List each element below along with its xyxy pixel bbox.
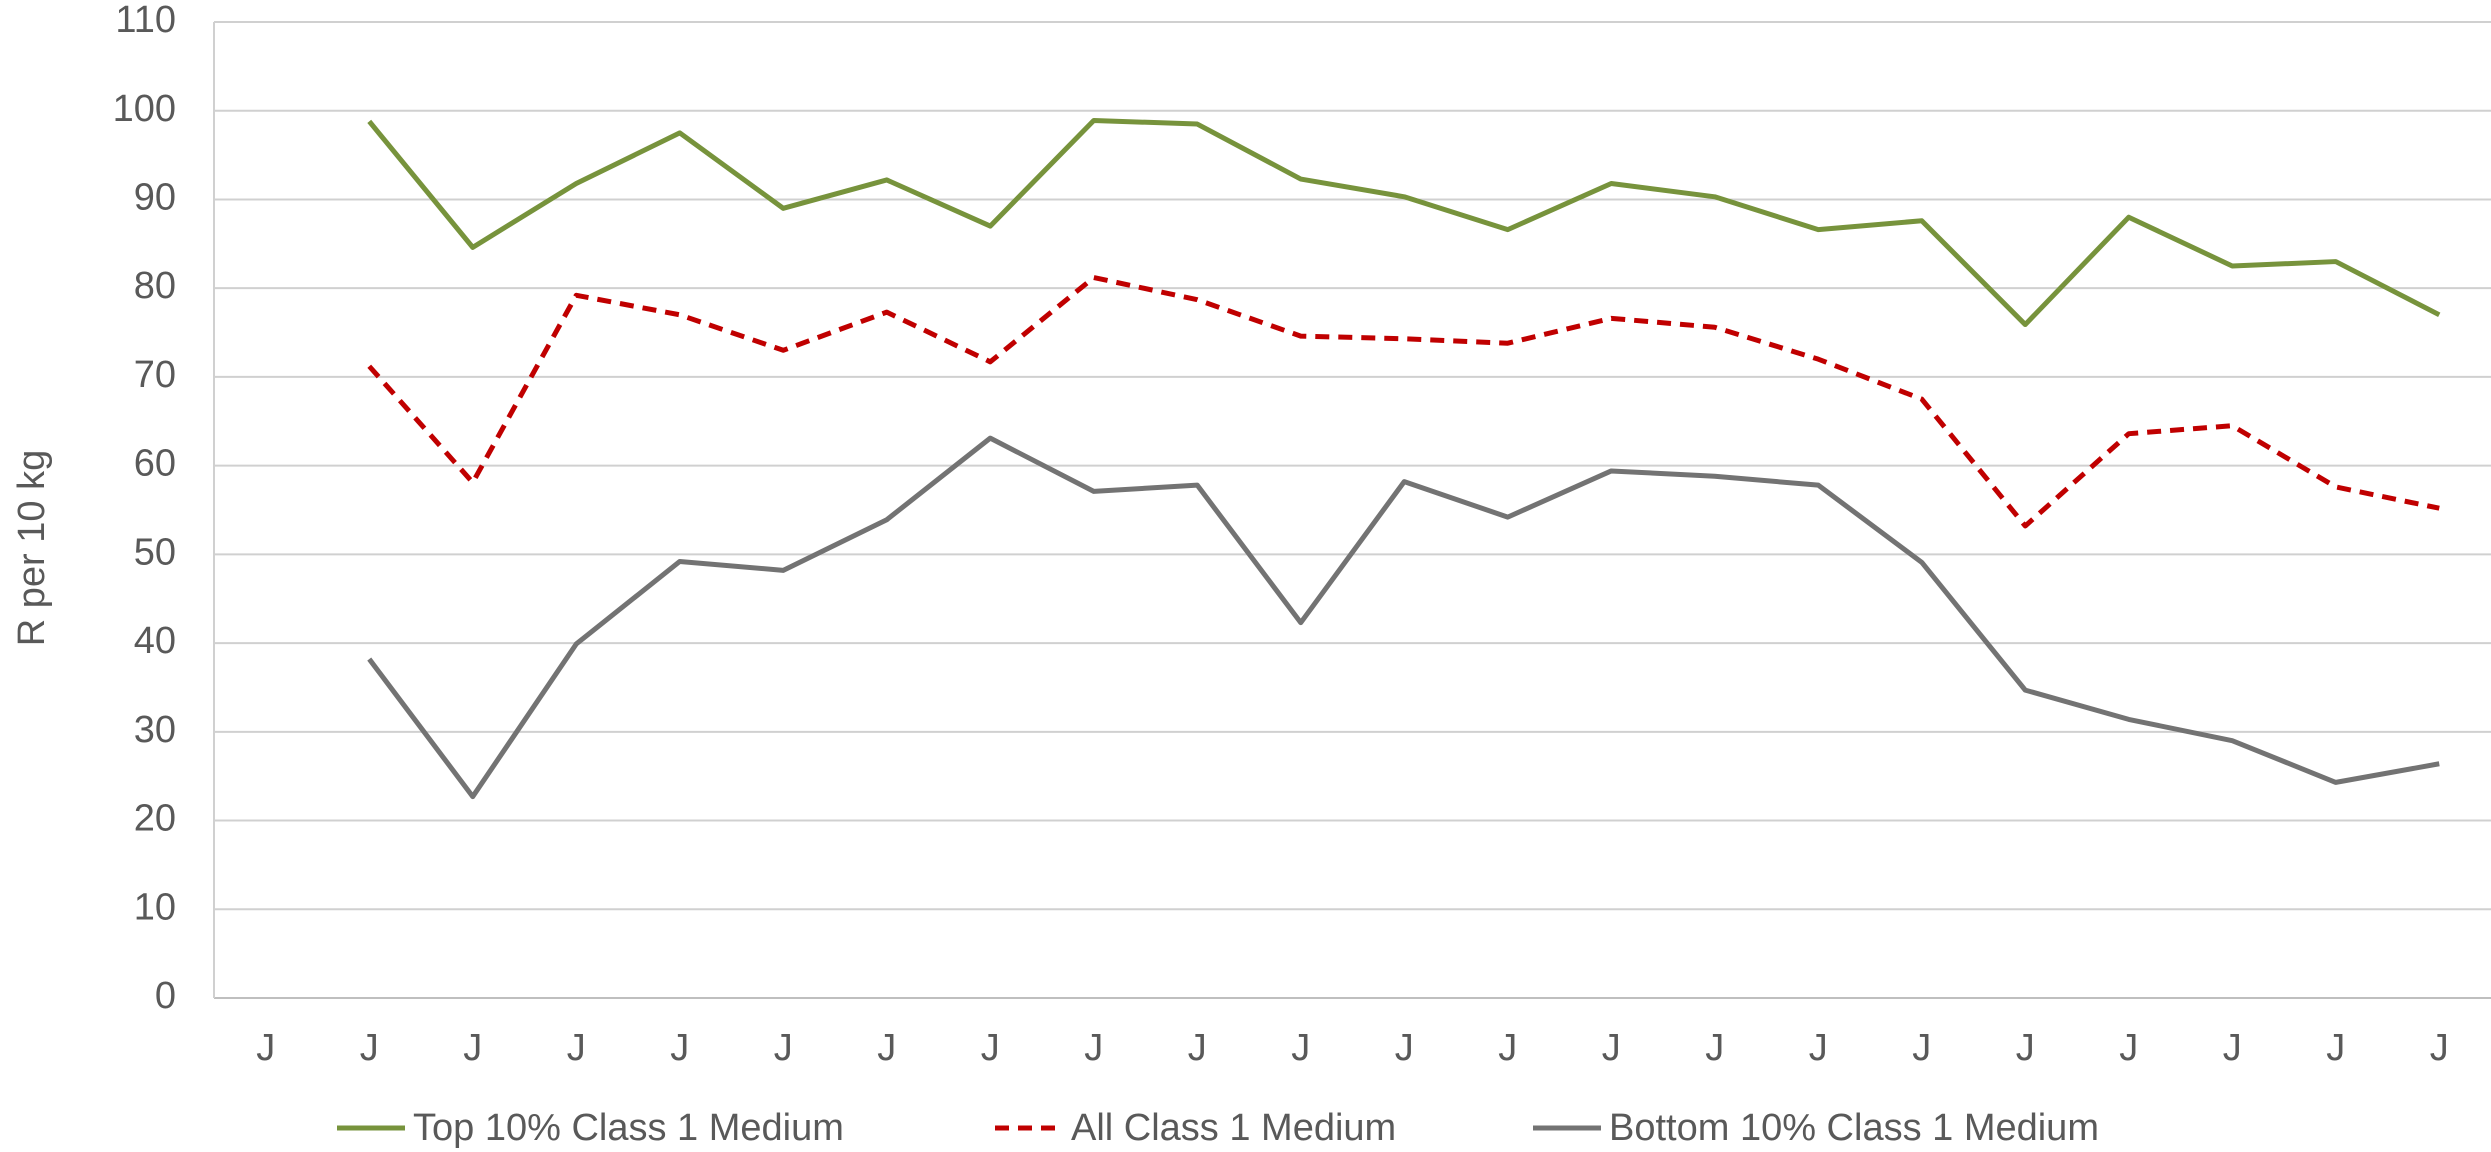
y-tick-label: 90: [134, 176, 176, 218]
y-tick-label: 20: [134, 798, 176, 840]
x-tick-label: J: [2223, 1027, 2242, 1069]
legend-label: Top 10% Class 1 Medium: [413, 1107, 844, 1149]
series-line: [367, 117, 2441, 328]
x-tick-label: J: [567, 1027, 586, 1069]
y-tick-label: 0: [155, 975, 176, 1017]
x-tick-label: J: [2119, 1027, 2138, 1069]
legend-label: Bottom 10% Class 1 Medium: [1609, 1107, 2099, 1149]
x-tick-label: J: [2430, 1027, 2449, 1069]
y-axis-label: R per 10 kg: [11, 450, 53, 646]
y-tick-label: 10: [134, 886, 176, 928]
x-tick-label: J: [1498, 1027, 1517, 1069]
x-tick-label: J: [774, 1027, 793, 1069]
x-tick-label: J: [877, 1027, 896, 1069]
x-tick-label: J: [1395, 1027, 1414, 1069]
x-tick-label: J: [1602, 1027, 1621, 1069]
x-tick-label: J: [1912, 1027, 1931, 1069]
x-tick-label: J: [1809, 1027, 1828, 1069]
y-tick-label: 40: [134, 620, 176, 662]
x-tick-label: J: [2326, 1027, 2345, 1069]
y-tick-label: 110: [115, 0, 176, 41]
y-tick-label: 50: [134, 531, 176, 573]
legend-label: All Class 1 Medium: [1071, 1107, 1396, 1149]
x-tick-label: J: [1705, 1027, 1724, 1069]
x-tick-label: J: [1291, 1027, 1310, 1069]
series-line: [367, 435, 2440, 800]
x-tick-label: J: [360, 1027, 379, 1069]
y-tick-label: 100: [113, 88, 176, 130]
x-tick-label: J: [463, 1027, 482, 1069]
x-tick-label: J: [981, 1027, 1000, 1069]
y-tick-label: 60: [134, 443, 176, 485]
y-tick-label: 80: [134, 265, 176, 307]
x-tick-label: J: [1188, 1027, 1207, 1069]
y-tick-label: 70: [134, 354, 176, 396]
x-tick-label: J: [256, 1027, 275, 1069]
x-tick-label: J: [2016, 1027, 2035, 1069]
x-tick-label: J: [1084, 1027, 1103, 1069]
x-tick-label: J: [670, 1027, 689, 1069]
y-tick-label: 30: [134, 709, 176, 751]
series-line: [367, 275, 2440, 529]
